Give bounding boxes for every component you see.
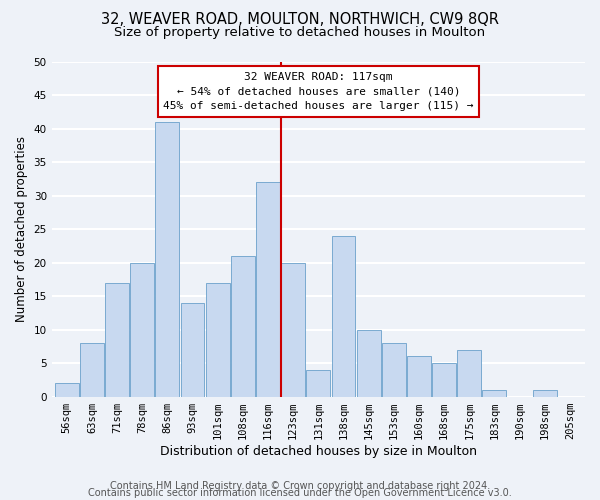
Bar [231,256,255,396]
Bar [457,350,481,397]
Bar [332,236,355,396]
Y-axis label: Number of detached properties: Number of detached properties [15,136,28,322]
Bar [432,363,456,396]
X-axis label: Distribution of detached houses by size in Moulton: Distribution of detached houses by size … [160,444,477,458]
Bar [55,383,79,396]
Bar [407,356,431,397]
Bar [256,182,280,396]
Bar [181,303,205,396]
Text: 32 WEAVER ROAD: 117sqm
← 54% of detached houses are smaller (140)
45% of semi-de: 32 WEAVER ROAD: 117sqm ← 54% of detached… [163,72,473,111]
Text: Contains public sector information licensed under the Open Government Licence v3: Contains public sector information licen… [88,488,512,498]
Text: Contains HM Land Registry data © Crown copyright and database right 2024.: Contains HM Land Registry data © Crown c… [110,481,490,491]
Bar [356,330,380,396]
Bar [382,343,406,396]
Text: Size of property relative to detached houses in Moulton: Size of property relative to detached ho… [115,26,485,39]
Text: 32, WEAVER ROAD, MOULTON, NORTHWICH, CW9 8QR: 32, WEAVER ROAD, MOULTON, NORTHWICH, CW9… [101,12,499,28]
Bar [105,282,129,397]
Bar [281,262,305,396]
Bar [155,122,179,396]
Bar [482,390,506,396]
Bar [130,262,154,396]
Bar [307,370,330,396]
Bar [80,343,104,396]
Bar [206,282,230,397]
Bar [533,390,557,396]
